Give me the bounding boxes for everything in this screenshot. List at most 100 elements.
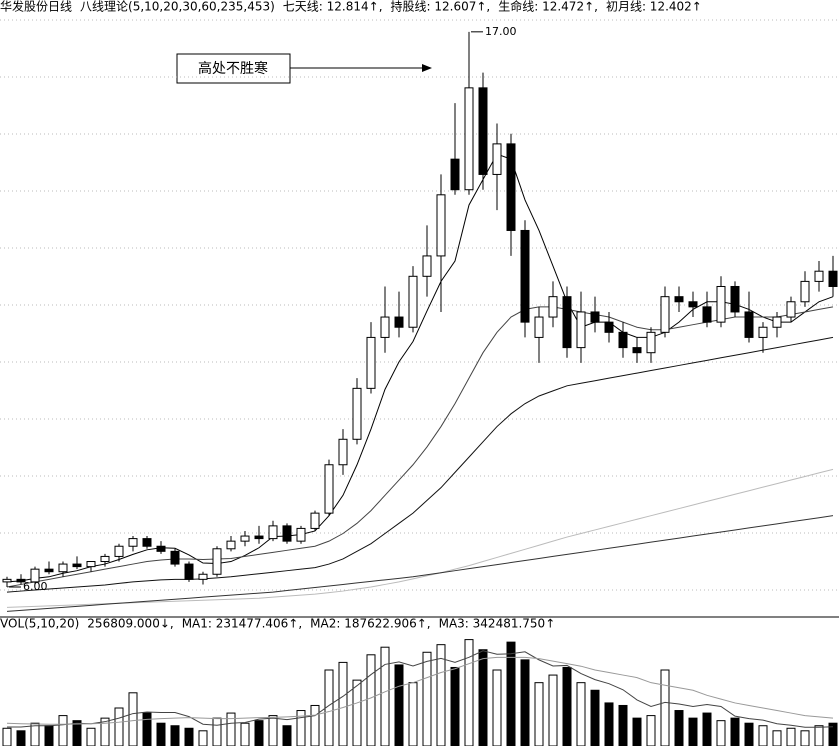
ma-line [6, 515, 834, 612]
candle-body [170, 550, 180, 565]
volume-bar [240, 722, 250, 746]
volume-bar [422, 651, 432, 746]
candle-body [548, 296, 558, 318]
header-text: 华发股份日线 [0, 0, 72, 14]
volume-bar [310, 704, 320, 746]
high-label: 17.00 [485, 25, 517, 38]
header-text: MA1: 231477.406↑, [182, 617, 302, 631]
candle-body [828, 270, 838, 287]
volume-bar [800, 730, 810, 746]
volume-bar [352, 679, 362, 746]
header-text: 生命线: 12.472↑, [498, 0, 598, 14]
volume-bar [828, 722, 838, 746]
candle-body [282, 525, 292, 542]
header-text: 持股线: 12.607↑, [391, 0, 491, 14]
candle-body [72, 563, 82, 568]
volume-bar [212, 717, 222, 746]
volume-bar [254, 720, 264, 746]
volume-bar [660, 669, 670, 746]
volume-bar [380, 646, 390, 746]
candle-body [310, 512, 320, 529]
volume-bar [16, 730, 26, 746]
candle-body [86, 561, 96, 568]
candle-body [562, 296, 572, 349]
header-text: 初月线: 12.402↑ [606, 0, 702, 14]
candle-body [268, 525, 278, 540]
volume-bar [590, 689, 600, 746]
header-text: 八线理论(5,10,20,30,60,235,453) [80, 0, 275, 14]
header-text: MA3: 342481.750↑ [439, 617, 556, 631]
volume-bar [2, 727, 12, 746]
candle-body [632, 347, 642, 354]
candle-body [800, 280, 810, 303]
header-text: 七天线: 12.814↑, [283, 0, 383, 14]
volume-bar [30, 722, 40, 746]
volume-bar [758, 725, 768, 746]
volume-bar [114, 707, 124, 746]
header-text: VOL(5,10,20) [0, 617, 79, 631]
candle-body [618, 331, 628, 349]
volume-bar [86, 727, 96, 746]
header-text: 256809.000↓, [87, 617, 173, 631]
volume-bar [688, 717, 698, 746]
volume-bar [618, 704, 628, 746]
candle-body [296, 527, 306, 542]
volume-bar [198, 730, 208, 746]
volume-bar [478, 649, 488, 746]
candle-body [674, 296, 684, 303]
ma-line [6, 153, 834, 583]
candle-body [534, 316, 544, 338]
candle-body [394, 316, 404, 328]
volume-bar [44, 725, 54, 746]
volume-bar [156, 722, 166, 746]
candle-body [464, 87, 474, 191]
candle-body [814, 270, 824, 282]
volume-bar [632, 717, 642, 746]
ma-line [6, 468, 834, 608]
candle-body [758, 326, 768, 338]
candle-body [212, 548, 222, 575]
volume-bar [226, 712, 236, 746]
volume-bar [534, 682, 544, 746]
volume-bar [58, 715, 68, 746]
low-label: 6.00 [23, 580, 48, 593]
ma-line [6, 336, 834, 593]
candle-body [352, 387, 362, 440]
candle-body [772, 316, 782, 328]
candle-body [100, 555, 110, 563]
volume-bar [716, 720, 726, 746]
candle-body [184, 563, 194, 580]
candle-body [44, 568, 54, 573]
annotation-text: 高处不胜寒 [198, 60, 268, 77]
volume-bar [408, 682, 418, 746]
volume-bar [604, 702, 614, 746]
volume-bar [170, 725, 180, 746]
candle-body [128, 538, 138, 547]
candle-body [422, 255, 432, 277]
candle-body [506, 143, 516, 231]
candle-body [324, 464, 334, 514]
volume-bar [576, 682, 586, 746]
volume-bar [772, 730, 782, 746]
candle-body [156, 545, 166, 552]
volume-bar [492, 669, 502, 746]
volume-bar [744, 722, 754, 746]
candle-body [142, 538, 152, 547]
volume-bar [730, 717, 740, 746]
candle-body [688, 301, 698, 308]
candle-body [254, 535, 264, 540]
candle-body [450, 158, 460, 191]
candle-body [16, 578, 26, 583]
volume-bar [814, 725, 824, 746]
volume-bar [674, 710, 684, 746]
candle-body [730, 285, 740, 313]
candle-body [366, 336, 376, 389]
candle-body [646, 331, 656, 354]
volume-bar [142, 712, 152, 746]
volume-bar [646, 715, 656, 746]
candle-body [114, 545, 124, 557]
candle-body [338, 438, 348, 466]
candle-body [408, 275, 418, 328]
candle-body [30, 568, 40, 583]
